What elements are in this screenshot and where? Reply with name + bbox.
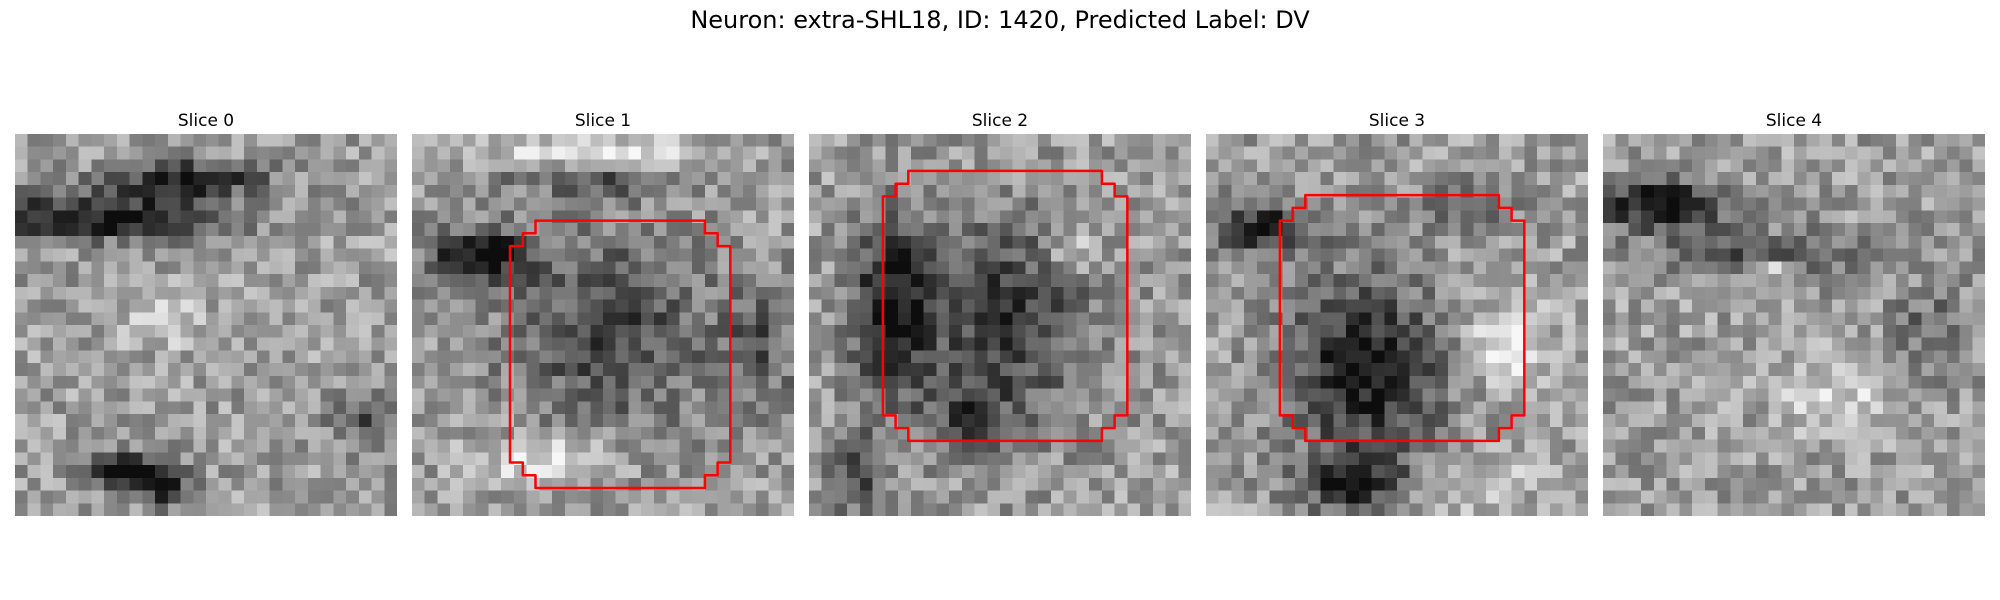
slice-title: Slice 4 — [1765, 111, 1823, 131]
slice-pixels — [1206, 134, 1588, 516]
figure-title: Neuron: extra-SHL18, ID: 1420, Predicted… — [690, 6, 1310, 34]
slice-panel-1: Slice 1 — [412, 108, 794, 516]
slice-image — [1603, 134, 1985, 516]
neuron-outline — [881, 169, 1129, 443]
slice-pixels — [809, 134, 1191, 516]
slice-pixels — [15, 134, 397, 516]
slice-image — [809, 134, 1191, 516]
slice-panel-4: Slice 4 — [1603, 108, 1985, 516]
slice-title: Slice 0 — [177, 111, 235, 131]
slice-panel-3: Slice 3 — [1206, 108, 1588, 516]
slice-title: Slice 1 — [574, 111, 632, 131]
slice-pixels — [1603, 134, 1985, 516]
slice-panel-2: Slice 2 — [809, 108, 1191, 516]
slice-panel-0: Slice 0 — [15, 108, 397, 516]
slice-image — [1206, 134, 1588, 516]
slice-title: Slice 3 — [1368, 111, 1426, 131]
slice-image — [412, 134, 794, 516]
slice-image — [15, 134, 397, 516]
slice-pixels — [412, 134, 794, 516]
slice-title: Slice 2 — [971, 111, 1029, 131]
neuron-outline — [1278, 193, 1526, 443]
neuron-outline — [508, 219, 732, 490]
